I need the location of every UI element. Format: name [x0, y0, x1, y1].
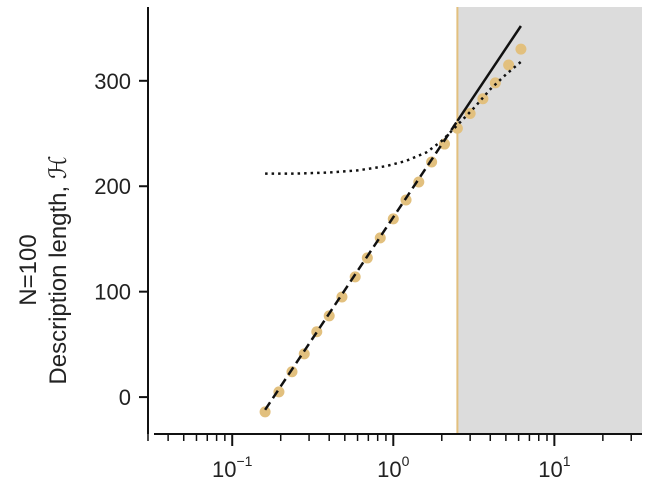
x-tick-base: 10	[377, 457, 401, 482]
y-axis-label: N=100 Description length, ℋ	[15, 155, 72, 384]
label-layer: N=100 Description length, ℋ	[15, 155, 72, 384]
dotted-line	[265, 60, 522, 175]
x-tick-base: 10	[538, 457, 562, 482]
y-tick-label: 300	[94, 69, 131, 94]
y-axis-label-line: Description length, ℋ	[45, 155, 72, 384]
x-tick-exponent: 1	[563, 453, 571, 469]
data-point	[259, 406, 271, 418]
solid-line	[456, 25, 522, 122]
x-tick-label: 101	[538, 453, 570, 482]
x-tick-exponent: −1	[236, 453, 252, 469]
y-tick-label: 100	[94, 280, 131, 305]
x-tick-label: 100	[377, 453, 409, 482]
data-point	[515, 43, 527, 55]
data-point	[503, 59, 515, 71]
shaded-region	[457, 7, 642, 434]
x-tick-base: 10	[212, 457, 236, 482]
data-point	[323, 310, 335, 322]
y-tick-label: 200	[94, 174, 131, 199]
dashed-line	[264, 120, 459, 411]
series-layer	[259, 25, 527, 418]
y-tick-label: 0	[119, 385, 131, 410]
x-tick-label: 10−1	[212, 453, 253, 482]
y-axis-label-line: N=100	[15, 234, 42, 305]
shaded-region-layer	[456, 7, 642, 434]
x-tick-exponent: 0	[402, 453, 410, 469]
